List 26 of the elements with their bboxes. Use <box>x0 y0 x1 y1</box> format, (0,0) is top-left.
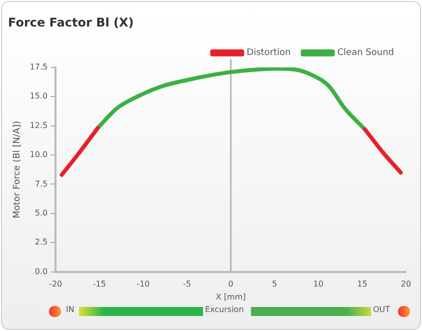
x-tick-label: 0 <box>228 280 234 289</box>
legend-label: Clean Sound <box>337 48 394 58</box>
y-tick-label: 10.0 <box>30 150 48 160</box>
y-tick-label: 5.0 <box>34 208 48 218</box>
y-tick-label: 0.0 <box>34 266 48 276</box>
x-tick-label: 15 <box>357 280 368 289</box>
chart-title: Force Factor Bl (X) <box>8 15 134 30</box>
x-tick-label: -15 <box>92 280 106 289</box>
text: OUT <box>373 305 390 314</box>
x-tick-label: -5 <box>183 280 191 289</box>
x-tick-label: -20 <box>49 280 62 289</box>
x-tick-label: 5 <box>272 280 278 289</box>
text: Excursion <box>205 305 244 314</box>
y-tick-label: 7.5 <box>34 179 48 188</box>
x-tick-label: 20 <box>400 280 412 289</box>
x-axis-title: X [mm] <box>216 292 246 302</box>
legend-label: Distortion <box>246 48 291 58</box>
y-tick-label: 12.5 <box>30 120 48 130</box>
y-tick-label: 15.0 <box>30 92 48 101</box>
x-tick-label: 10 <box>313 280 324 289</box>
y-tick-label: 17.5 <box>30 62 48 72</box>
text: IN <box>66 305 74 314</box>
y-tick-label: 2.5 <box>34 238 48 247</box>
line-series <box>96 67 367 132</box>
y-axis-title: Motor Force (Bl [N/A]) <box>12 120 23 218</box>
x-tick-label: -10 <box>136 280 150 289</box>
